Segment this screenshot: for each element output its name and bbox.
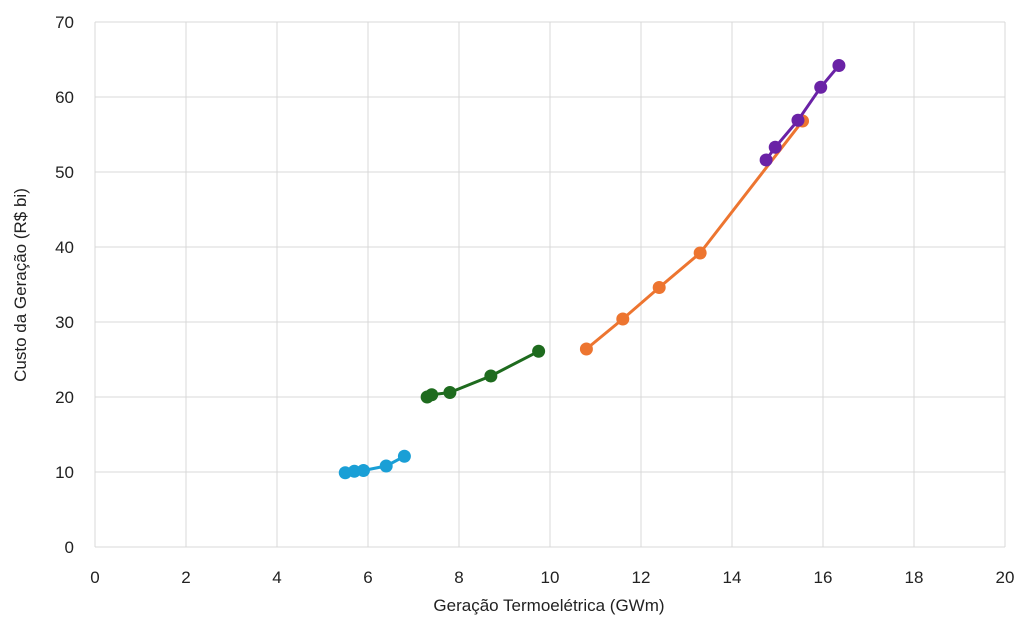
x-tick-label: 18 [905,568,924,587]
y-tick-label: 0 [65,538,74,557]
x-tick-label: 12 [632,568,651,587]
x-tick-label: 16 [814,568,833,587]
data-point [768,140,782,154]
y-tick-label: 70 [55,13,74,32]
y-axis-title: Custo da Geração (R$ bi) [11,188,30,382]
x-tick-label: 2 [181,568,190,587]
x-tick-labels: 0 2 4 6 8 10 12 14 16 18 20 [90,568,1014,587]
data-point [693,246,707,260]
x-axis-title: Geração Termoelétrica (GWm) [433,596,664,615]
y-tick-label: 10 [55,463,74,482]
x-tick-label: 20 [996,568,1015,587]
y-tick-label: 20 [55,388,74,407]
y-tick-label: 40 [55,238,74,257]
data-point [532,344,546,358]
data-point [759,153,773,167]
x-tick-label: 14 [723,568,742,587]
series-3 [579,114,810,356]
data-point [379,459,393,473]
series-4 [759,59,846,167]
grid [94,21,1006,548]
x-tick-label: 6 [363,568,372,587]
x-tick-label: 8 [454,568,463,587]
data-point [791,113,805,127]
series-group [338,59,846,480]
x-tick-label: 10 [541,568,560,587]
data-point [356,464,370,477]
y-tick-label: 60 [55,88,74,107]
series-1 [338,449,411,480]
data-point [616,312,630,326]
series-line [426,349,540,399]
x-tick-label: 0 [90,568,99,587]
y-tick-label: 30 [55,313,74,332]
data-point [484,369,498,383]
x-tick-label: 4 [272,568,281,587]
data-point [397,449,411,463]
data-point [832,59,846,72]
data-point [814,80,828,94]
data-point [443,386,457,399]
y-tick-label: 50 [55,163,74,182]
data-point [425,388,439,402]
data-point [652,281,666,294]
data-point [579,342,593,356]
series-2 [420,344,546,404]
y-tick-labels: 0 10 20 30 40 50 60 70 [55,13,74,557]
